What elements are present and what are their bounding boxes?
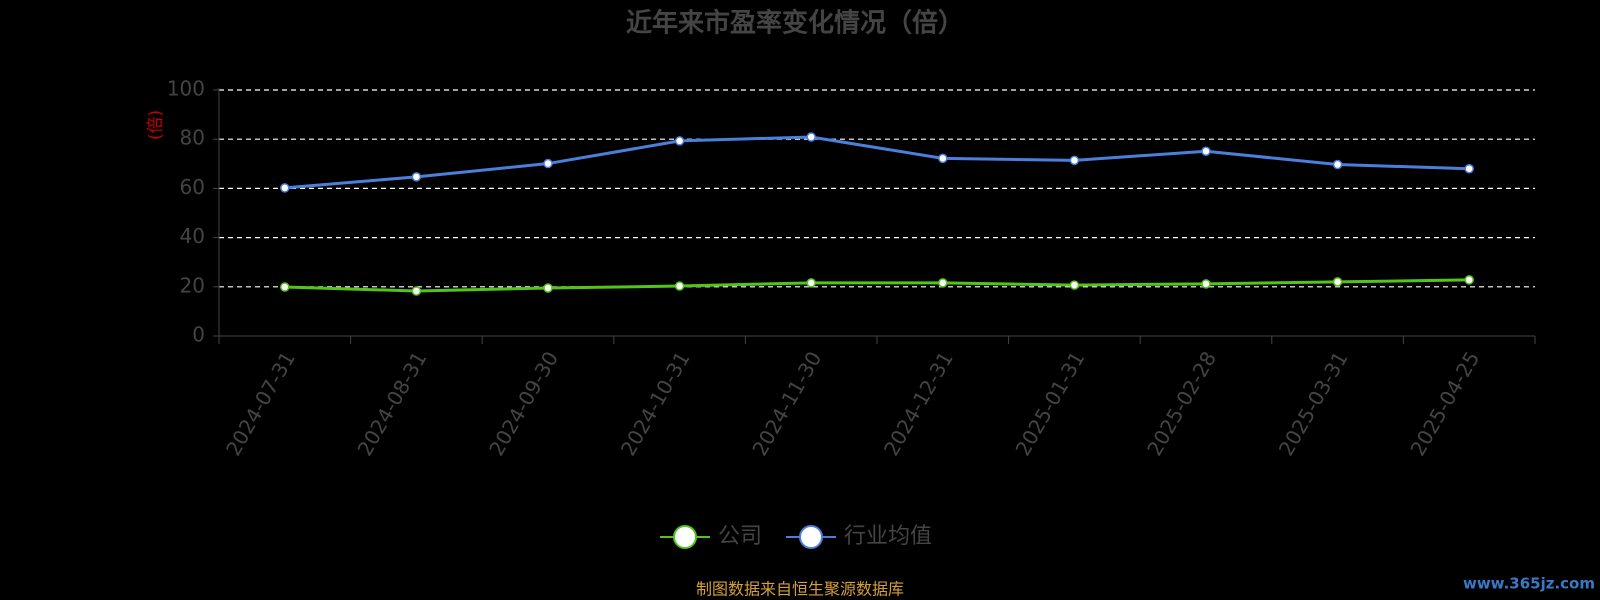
x-tick-label: 2024-09-30	[484, 347, 563, 460]
data-point	[1464, 163, 1474, 174]
y-tick-label: 60	[180, 175, 205, 199]
data-point	[1332, 159, 1343, 170]
y-tick-label: 0	[192, 323, 205, 347]
x-tick-label: 2025-03-31	[1274, 347, 1353, 460]
data-point	[1201, 279, 1211, 289]
series-line	[284, 278, 1470, 293]
data-point	[1069, 155, 1080, 166]
data-point	[938, 153, 948, 164]
series-line	[284, 135, 1470, 190]
x-tick-label: 2024-08-31	[353, 347, 432, 460]
source-note: 制图数据来自恒生聚源数据库	[696, 580, 904, 599]
data-point	[674, 281, 685, 291]
y-tick-label: 20	[180, 273, 205, 297]
data-point	[806, 278, 816, 288]
y-tick-label: 80	[180, 126, 205, 150]
x-tick-label: 2025-04-25	[1405, 347, 1484, 460]
data-point	[543, 283, 553, 293]
legend-marker	[799, 525, 824, 549]
x-tick-label: 2025-02-28	[1142, 347, 1221, 460]
x-tick-label: 2025-01-31	[1011, 347, 1090, 460]
data-point	[411, 172, 422, 182]
x-tick-label: 2024-10-31	[616, 347, 695, 460]
legend-label: 行业均值	[844, 524, 932, 549]
y-axis-label: (倍)	[146, 110, 166, 140]
x-tick-label: 2024-07-31	[221, 347, 300, 460]
data-point	[280, 183, 290, 193]
legend-label: 公司	[718, 524, 762, 549]
data-point	[674, 136, 685, 146]
x-tick-label: 2024-11-30	[747, 347, 826, 460]
data-point	[1201, 146, 1211, 157]
watermark: www.365jz.com	[1463, 575, 1595, 593]
legend-marker	[673, 525, 697, 549]
y-tick-label: 40	[180, 224, 205, 248]
data-point	[1332, 277, 1343, 287]
data-point	[280, 282, 290, 292]
data-point	[1069, 280, 1080, 290]
y-tick-label: 100	[167, 77, 205, 101]
x-tick-label: 2024-12-31	[879, 347, 958, 460]
data-point	[411, 286, 422, 296]
chart-title: 近年来市盈率变化情况（倍）	[626, 8, 964, 39]
data-point	[1464, 275, 1474, 285]
data-point	[806, 132, 816, 142]
data-point	[543, 158, 553, 169]
data-point	[938, 278, 948, 288]
